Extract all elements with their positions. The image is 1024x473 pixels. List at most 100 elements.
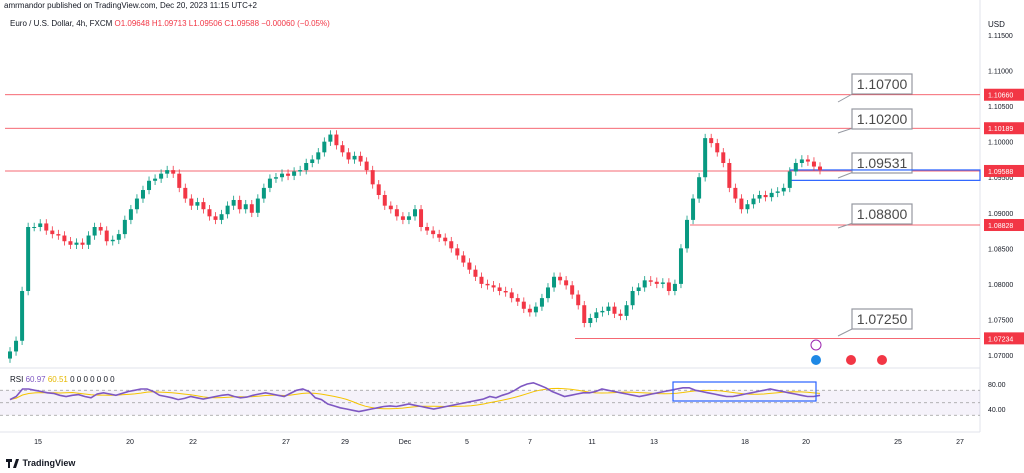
candle-body <box>358 155 363 162</box>
candle-body <box>171 170 176 174</box>
time-tick-label: 11 <box>588 439 595 446</box>
candle-body <box>68 241 73 245</box>
candle-body <box>249 204 254 213</box>
time-tick-label: 13 <box>650 439 658 446</box>
candle-body <box>292 171 297 176</box>
candle-body <box>394 209 399 217</box>
candle-body <box>691 198 696 220</box>
price-tick-label: 1.08500 <box>988 246 1013 253</box>
callout-label: 1.10200 <box>857 111 908 127</box>
level-price-label: 1.08828 <box>988 223 1013 230</box>
us-flag-event-icon <box>846 355 856 365</box>
candle-body <box>388 205 393 210</box>
rsi-ma-line <box>9 387 821 410</box>
price-tick-label: 1.10500 <box>988 104 1013 111</box>
tradingview-brand[interactable]: TradingView <box>6 458 75 469</box>
candle-body <box>467 262 472 270</box>
flash-event-icon <box>810 339 822 351</box>
candle-body <box>636 287 641 291</box>
time-tick-label: 22 <box>189 439 197 446</box>
candle-body <box>582 305 587 323</box>
time-tick-label: 18 <box>741 439 749 446</box>
candle-body <box>654 281 659 284</box>
candle-body <box>134 198 139 210</box>
candle-body <box>26 227 31 291</box>
time-tick-label: 27 <box>282 439 290 446</box>
rsi-name: RSI <box>10 375 24 384</box>
rsi-tick-label: 40.00 <box>988 407 1006 414</box>
candle-body <box>431 230 436 235</box>
candle-body <box>298 170 303 172</box>
candle-body <box>177 173 182 188</box>
time-tick-label: 15 <box>34 439 42 446</box>
time-tick-label: 25 <box>894 439 902 446</box>
candle-body <box>443 237 448 242</box>
candle-body <box>515 298 520 302</box>
level-price-badge <box>984 219 1024 232</box>
candle-body <box>207 209 212 217</box>
candle-body <box>195 202 200 206</box>
candle-body <box>697 177 702 199</box>
candle-body <box>818 166 822 171</box>
price-tick-label: 1.07000 <box>988 353 1013 360</box>
candle-body <box>122 219 127 235</box>
time-tick-label: Dec <box>399 439 412 446</box>
callout-box <box>851 73 913 95</box>
candle-body <box>286 173 291 176</box>
callout-box <box>851 152 913 174</box>
candle-body <box>165 170 170 174</box>
rsi-legend: RSI 60.97 60.51 0 0 0 0 0 0 0 <box>10 375 115 384</box>
rsi-params: 0 0 0 0 0 0 0 <box>70 375 115 384</box>
time-tick-label: 27 <box>956 439 964 446</box>
candle-body <box>437 234 442 238</box>
level-price-badge <box>984 332 1024 345</box>
candle-body <box>406 216 411 220</box>
callout-label: 1.07250 <box>857 311 908 327</box>
candle-body <box>594 312 599 319</box>
price-tick-label: 1.08000 <box>988 282 1013 289</box>
currency-label[interactable]: USD <box>988 20 1005 29</box>
candle-body <box>558 276 563 281</box>
time-tick-label: 29 <box>341 439 349 446</box>
candle-body <box>231 199 236 206</box>
candle-body <box>564 280 569 286</box>
candle-body <box>509 292 514 299</box>
time-tick-label: 7 <box>528 439 532 446</box>
candle-body <box>787 171 792 188</box>
candle-body <box>715 143 720 153</box>
candle-body <box>116 234 121 240</box>
candle-body <box>243 204 248 210</box>
candle-body <box>600 310 605 313</box>
callout-label: 1.09531 <box>857 155 908 171</box>
candle-body <box>763 195 768 198</box>
candle-body <box>539 298 544 307</box>
rsi-ma-value: 60.51 <box>47 375 68 384</box>
candle-body <box>485 283 490 286</box>
price-tick-label: 1.09500 <box>988 175 1013 182</box>
candle-body <box>370 170 375 185</box>
candle-body <box>14 340 19 352</box>
candle-body <box>672 283 677 291</box>
candle-body <box>400 216 405 220</box>
level-price-label: 1.07234 <box>988 336 1013 343</box>
candle-body <box>183 187 188 199</box>
candle-body <box>455 248 460 256</box>
candle-body <box>552 276 557 288</box>
candle-body <box>648 280 653 282</box>
candle-body <box>709 138 714 144</box>
price-tick-label: 1.10000 <box>988 140 1013 147</box>
candle-body <box>140 190 145 199</box>
candle-body <box>479 276 484 284</box>
candle-body <box>576 294 581 306</box>
candle-body <box>32 227 37 228</box>
rsi-tick-label: 80.00 <box>988 382 1006 389</box>
candle-body <box>153 178 158 181</box>
candle-body <box>98 227 103 231</box>
price-tick-label: 1.11000 <box>988 69 1013 76</box>
candle-body <box>775 191 780 193</box>
candle-body <box>346 152 351 160</box>
price-tick-label: 1.11500 <box>988 33 1013 40</box>
candle-body <box>189 198 194 206</box>
rsi-highlight-box <box>672 381 817 402</box>
